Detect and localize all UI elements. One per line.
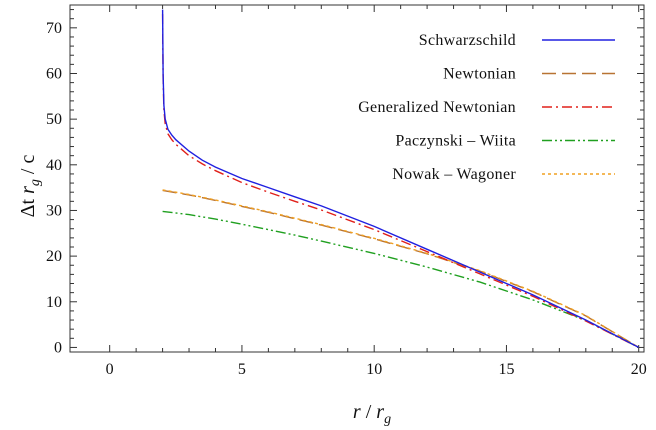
legend-label: Generalized Newtonian <box>358 99 516 116</box>
y-tick-label: 0 <box>54 339 62 356</box>
series-line-1 <box>162 189 640 349</box>
plot-area <box>69 4 645 353</box>
plot-frame <box>69 4 645 353</box>
x-axis-label-separator: / <box>361 401 377 423</box>
x-tick-label: 10 <box>366 361 382 378</box>
x-axis-label-subscript: g <box>384 412 391 427</box>
x-tick-label: 20 <box>631 361 647 378</box>
x-tick-label: 5 <box>238 361 246 378</box>
legend-label: Nowak – Wagoner <box>392 166 516 183</box>
legend-label: Schwarzschild <box>419 32 516 49</box>
y-axis-label: Δt rg / c <box>17 155 43 218</box>
legend-label: Paczynski – Wiita <box>395 133 516 150</box>
x-axis-label-symbol: r <box>376 401 384 423</box>
y-axis-label-subscript: g <box>28 179 43 186</box>
legend-label: Newtonian <box>443 66 516 83</box>
legend: Schwarzschild Newtonian Generalized Newton… <box>358 32 615 183</box>
series-lines <box>161 9 640 349</box>
x-axis-label-main: r <box>353 401 361 423</box>
y-axis-label-symbol: r <box>17 186 39 194</box>
y-tick-label: 60 <box>46 65 62 82</box>
x-axis-label: r / rg <box>353 401 391 427</box>
axis-ticks: 0 5 10 15 20 0 10 20 30 40 50 60 70 <box>46 5 647 378</box>
series-line-0 <box>161 9 640 349</box>
y-tick-label: 10 <box>46 294 62 311</box>
y-tick-label: 20 <box>46 248 62 265</box>
y-axis-label-suffix: / c <box>17 155 39 180</box>
y-tick-label: 30 <box>46 202 62 219</box>
y-tick-label: 50 <box>46 111 62 128</box>
y-tick-label: 70 <box>46 20 62 37</box>
x-tick-label: 15 <box>498 361 514 378</box>
y-tick-label: 40 <box>46 157 62 174</box>
x-tick-label: 0 <box>106 361 114 378</box>
series-line-3 <box>162 210 640 349</box>
series-line-4 <box>162 189 640 348</box>
series-line-2 <box>161 14 640 349</box>
y-axis-label-prefix: Δt <box>17 194 39 217</box>
